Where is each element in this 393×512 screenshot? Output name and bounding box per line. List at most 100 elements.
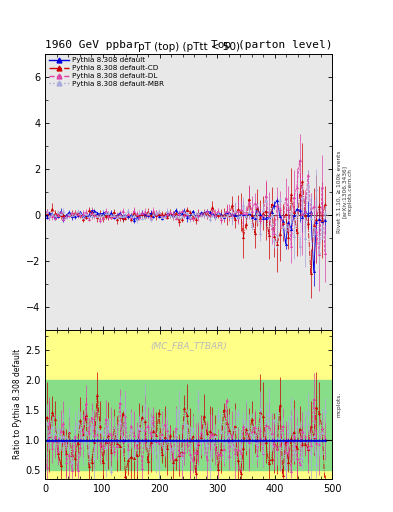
Point [220,211,227,219]
Point [299,210,306,219]
Point [313,215,320,223]
Point [184,421,190,430]
Point [91,206,97,215]
Point [167,208,173,216]
Point [237,469,244,477]
Point [170,212,176,220]
Point [246,208,252,216]
Point [266,459,272,467]
Point [243,429,249,437]
Point [266,436,272,444]
Point [159,433,165,441]
Point [97,440,103,448]
Point [80,215,86,223]
Point [308,436,314,444]
Point [111,423,117,431]
Point [156,208,162,216]
Point [55,208,61,217]
Point [100,429,106,437]
Point [226,436,233,444]
Point [114,439,120,447]
Point [254,451,261,459]
Point [305,210,311,219]
Point [215,450,221,458]
Point [178,209,185,217]
Point [88,211,95,220]
Point [212,436,219,444]
Point [63,211,70,220]
Point [313,227,320,235]
Point [164,214,171,222]
Point [294,227,300,236]
Point [240,444,246,452]
Point [294,205,300,213]
Point [299,426,306,435]
Point [86,462,92,470]
Point [310,436,317,444]
Point [296,156,303,164]
Point [246,198,252,206]
Point [128,421,134,430]
Point [294,183,300,191]
Point [310,221,317,229]
Point [100,458,106,466]
Point [153,431,160,439]
Point [66,451,72,459]
Point [97,211,103,220]
Point [130,208,137,217]
Point [66,211,72,219]
Point [122,212,129,220]
Point [308,441,314,450]
Point [279,437,286,445]
Point [61,432,67,440]
Point [167,445,173,453]
Point [173,206,179,215]
Point [288,436,294,444]
Point [145,436,151,444]
Point [263,438,269,446]
Point [46,209,53,217]
Point [254,202,261,210]
Point [159,214,165,222]
Point [125,456,131,464]
Point [86,436,92,444]
Point [310,395,317,403]
Point [226,452,233,460]
Point [88,413,95,421]
Point [55,425,61,433]
Point [308,208,314,217]
Point [223,419,230,427]
Point [150,209,156,217]
Point [254,204,261,212]
Point [162,433,168,441]
Point [136,436,143,444]
Point [108,211,114,219]
Point [209,208,216,217]
Point [139,209,145,217]
Point [130,216,137,224]
Point [193,212,199,220]
Point [237,436,244,444]
Point [114,436,120,444]
Point [52,211,58,220]
Point [184,436,190,444]
Point [80,436,86,444]
Point [167,210,173,219]
Point [72,210,78,218]
Point [296,425,303,433]
Point [94,209,100,217]
Point [181,447,187,456]
Point [226,425,233,434]
Point [243,209,249,217]
Point [198,433,204,441]
Point [173,455,179,463]
Point [142,211,148,219]
Point [263,421,269,429]
Point [260,209,266,218]
Point [139,214,145,222]
Point [271,440,277,448]
Point [80,213,86,221]
Point [162,436,168,444]
Point [142,212,148,220]
Point [193,212,199,220]
